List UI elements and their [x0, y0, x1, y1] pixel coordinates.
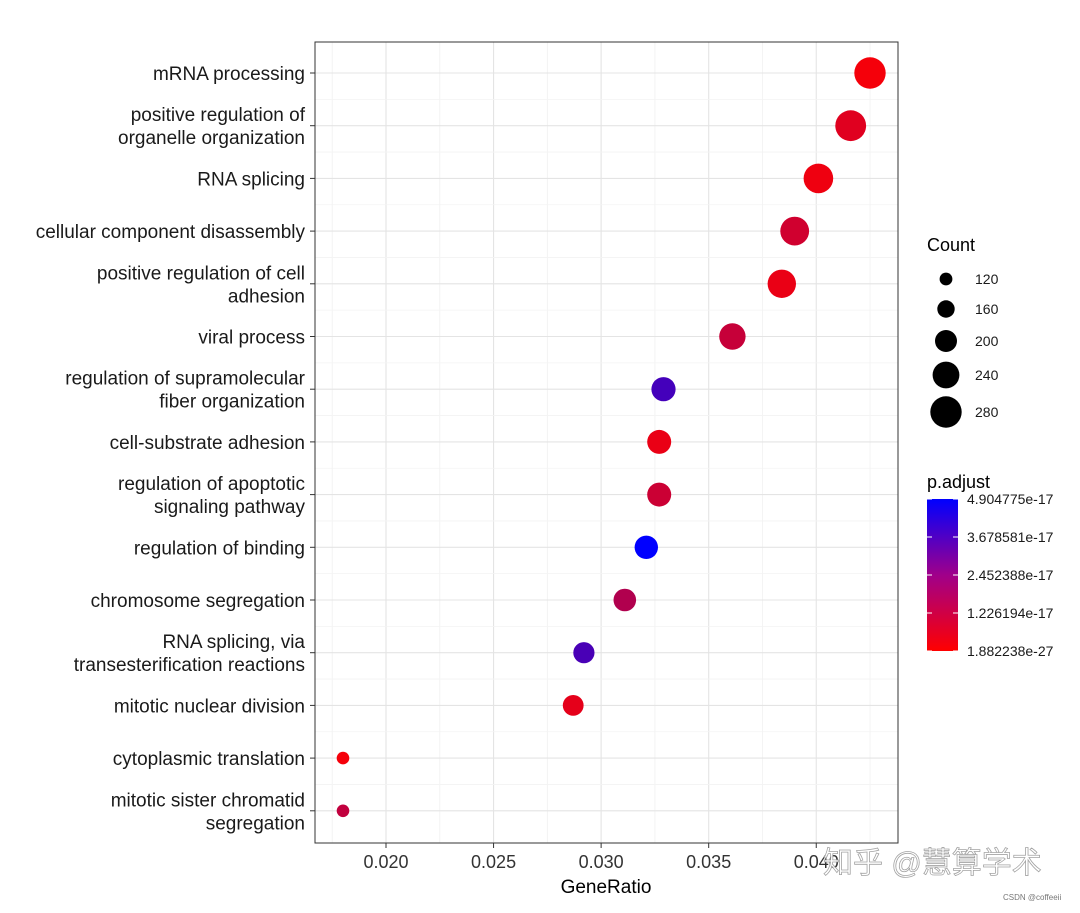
- size-legend-key: [930, 396, 962, 428]
- size-legend-label: 120: [975, 271, 999, 287]
- y-tick-label: viral process: [198, 328, 305, 349]
- y-tick-label: cell-substrate adhesion: [110, 433, 305, 454]
- y-tick-label: positive regulation of cell: [97, 263, 305, 284]
- size-legend-label: 160: [975, 301, 999, 317]
- x-tick-label: 0.030: [579, 852, 624, 872]
- size-legend-label: 240: [975, 367, 999, 383]
- grid-lines: [315, 42, 898, 843]
- x-tick-label: 0.035: [686, 852, 731, 872]
- y-tick-label: cytoplasmic translation: [113, 749, 305, 770]
- y-tick-label: adhesion: [228, 286, 305, 307]
- color-legend-title: p.adjust: [927, 472, 990, 492]
- y-tick-label: mitotic nuclear division: [114, 696, 305, 717]
- watermark: 知乎 @慧算学术 CSDN @coffeeii: [823, 847, 1062, 902]
- y-tick-label: signaling pathway: [154, 497, 306, 518]
- data-point: [854, 57, 886, 89]
- color-legend-label: 1.882238e-27: [967, 643, 1054, 659]
- x-tick-label: 0.040: [794, 852, 839, 872]
- color-legend-label: 1.226194e-17: [967, 605, 1054, 621]
- size-legend-label: 200: [975, 333, 999, 349]
- x-tick-label: 0.020: [363, 852, 408, 872]
- data-point: [719, 323, 746, 350]
- data-point: [767, 269, 796, 298]
- y-tick-label: cellular component disassembly: [36, 222, 306, 243]
- data-point: [803, 163, 834, 194]
- y-tick-label: regulation of apoptotic: [118, 474, 305, 495]
- data-points: [336, 57, 886, 818]
- size-legend-label: 280: [975, 404, 999, 420]
- y-tick-label: fiber organization: [159, 392, 305, 413]
- y-tick-label: organelle organization: [118, 128, 305, 149]
- data-point: [613, 588, 637, 612]
- panel-border: [314, 41, 899, 844]
- color-legend-label: 3.678581e-17: [967, 529, 1054, 545]
- y-tick-label: mRNA processing: [153, 64, 305, 85]
- x-tick-label: 0.025: [471, 852, 516, 872]
- y-tick-label: mitotic sister chromatid: [111, 790, 305, 811]
- color-legend: p.adjust 4.904775e-17 3.678581e-17 2.45238…: [927, 472, 1054, 659]
- size-legend-key: [937, 300, 955, 318]
- data-point: [634, 535, 658, 559]
- watermark-credit: CSDN @coffeeii: [1003, 893, 1061, 902]
- data-point: [562, 695, 584, 716]
- data-point: [647, 482, 672, 507]
- watermark-text: 知乎 @慧算学术: [823, 847, 1042, 880]
- color-legend-label: 2.452388e-17: [967, 567, 1054, 583]
- size-legend-key: [939, 272, 953, 286]
- size-legend-key: [935, 330, 957, 352]
- y-tick-label: segregation: [206, 813, 305, 834]
- y-tick-label: chromosome segregation: [91, 591, 305, 612]
- color-bar: [927, 499, 958, 651]
- data-point: [573, 642, 595, 664]
- data-point: [780, 216, 810, 246]
- x-axis: 0.020 0.025 0.030 0.035 0.040: [363, 843, 839, 872]
- y-axis: mRNA processing positive regulation oforg…: [36, 64, 315, 834]
- y-tick-label: RNA splicing: [197, 169, 305, 190]
- y-tick-label: positive regulation of: [131, 105, 306, 126]
- color-legend-label: 4.904775e-17: [967, 491, 1054, 507]
- data-point: [835, 110, 867, 142]
- size-legend: Count 120 160 200 240 280: [927, 235, 999, 428]
- y-tick-label: regulation of supramolecular: [65, 369, 305, 390]
- data-point: [336, 804, 350, 818]
- size-legend-key: [932, 361, 960, 389]
- x-axis-title: GeneRatio: [561, 877, 652, 898]
- data-point: [647, 429, 672, 454]
- y-tick-label: RNA splicing, via: [162, 632, 305, 653]
- size-legend-title: Count: [927, 235, 975, 255]
- data-point: [336, 751, 350, 765]
- y-tick-label: transesterification reactions: [74, 655, 305, 676]
- y-tick-label: regulation of binding: [134, 538, 305, 559]
- data-point: [651, 377, 676, 402]
